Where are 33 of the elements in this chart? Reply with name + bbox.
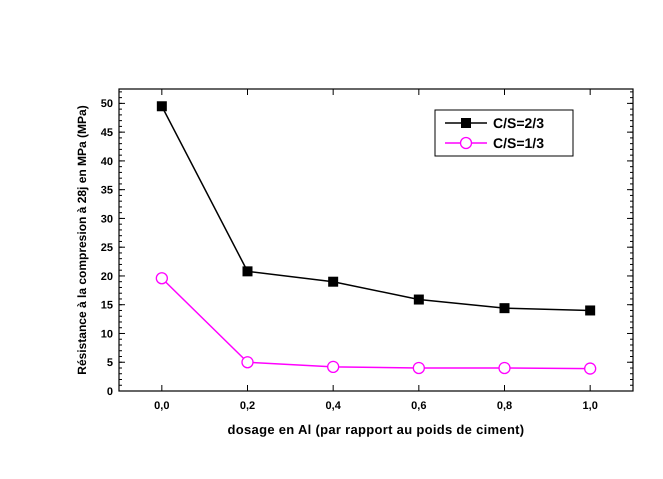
point <box>156 101 167 112</box>
point <box>585 305 596 316</box>
x-tick-label: 0,8 <box>496 400 512 412</box>
y-tick-label: 10 <box>100 328 113 340</box>
y-axis-title: Résistance à la compresion à 28j en MPa (MPa) <box>75 105 89 375</box>
point <box>327 360 340 373</box>
y-tick-label: 5 <box>106 357 113 370</box>
point <box>241 356 254 368</box>
point <box>156 272 168 284</box>
y-tick-label: 45 <box>100 126 113 139</box>
x-tick-label: 0,2 <box>240 400 256 412</box>
y-tick-label: 25 <box>100 242 113 254</box>
y-tick-label: 30 <box>100 213 113 226</box>
point <box>414 294 424 305</box>
y-tick-label: 35 <box>100 184 113 197</box>
y-tick-label: 20 <box>100 270 113 283</box>
x-tick-label: 0,0 <box>154 400 170 412</box>
point <box>584 362 596 375</box>
x-axis-title: dosage en Al (par rapport au poids de ciment) <box>228 422 524 437</box>
x-tick-label: 0,6 <box>411 400 426 412</box>
y-tick-label: 0 <box>106 386 113 398</box>
point <box>242 266 252 276</box>
x-tick-label: 0,4 <box>326 400 342 412</box>
y-tick-label: 50 <box>100 98 113 110</box>
point <box>412 362 425 374</box>
x-tick-label: 1,0 <box>582 400 598 412</box>
point <box>328 276 338 287</box>
y-tick-label: 40 <box>100 156 113 168</box>
point <box>500 303 510 314</box>
y-tick-label: 15 <box>100 300 113 312</box>
legend-label: C/S=1/3 <box>493 134 544 151</box>
legend-label: C/S=2/3 <box>493 114 544 131</box>
point <box>498 362 511 374</box>
